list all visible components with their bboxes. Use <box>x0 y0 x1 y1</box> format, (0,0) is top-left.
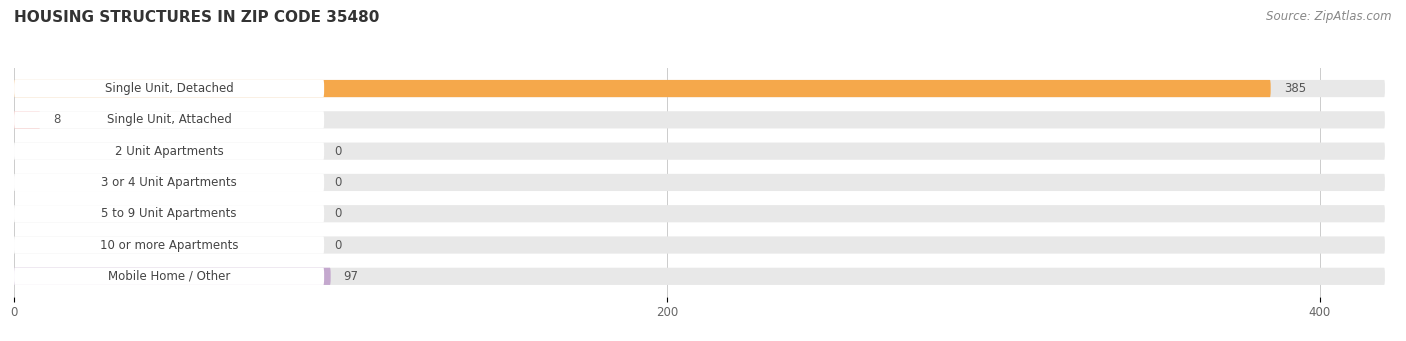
Text: 3 or 4 Unit Apartments: 3 or 4 Unit Apartments <box>101 176 238 189</box>
Text: Single Unit, Detached: Single Unit, Detached <box>104 82 233 95</box>
Text: Single Unit, Attached: Single Unit, Attached <box>107 113 232 126</box>
FancyBboxPatch shape <box>14 80 325 97</box>
FancyBboxPatch shape <box>14 111 1385 129</box>
FancyBboxPatch shape <box>14 236 1385 254</box>
Text: 0: 0 <box>335 239 342 252</box>
Text: 0: 0 <box>335 207 342 220</box>
FancyBboxPatch shape <box>14 80 1385 97</box>
FancyBboxPatch shape <box>14 174 1385 191</box>
FancyBboxPatch shape <box>14 205 325 222</box>
Text: Source: ZipAtlas.com: Source: ZipAtlas.com <box>1267 10 1392 23</box>
Text: 8: 8 <box>53 113 60 126</box>
FancyBboxPatch shape <box>14 268 325 285</box>
Text: 2 Unit Apartments: 2 Unit Apartments <box>115 145 224 158</box>
Text: 0: 0 <box>335 176 342 189</box>
FancyBboxPatch shape <box>14 236 325 254</box>
Text: 10 or more Apartments: 10 or more Apartments <box>100 239 239 252</box>
Text: 385: 385 <box>1284 82 1306 95</box>
Text: 97: 97 <box>343 270 359 283</box>
Text: HOUSING STRUCTURES IN ZIP CODE 35480: HOUSING STRUCTURES IN ZIP CODE 35480 <box>14 10 380 25</box>
Text: 0: 0 <box>335 145 342 158</box>
FancyBboxPatch shape <box>14 111 325 129</box>
Text: 5 to 9 Unit Apartments: 5 to 9 Unit Apartments <box>101 207 236 220</box>
FancyBboxPatch shape <box>14 143 325 160</box>
FancyBboxPatch shape <box>14 205 1385 222</box>
FancyBboxPatch shape <box>14 80 1271 97</box>
FancyBboxPatch shape <box>14 143 1385 160</box>
FancyBboxPatch shape <box>14 268 330 285</box>
FancyBboxPatch shape <box>14 111 41 129</box>
FancyBboxPatch shape <box>14 174 325 191</box>
Text: Mobile Home / Other: Mobile Home / Other <box>108 270 231 283</box>
FancyBboxPatch shape <box>14 268 1385 285</box>
